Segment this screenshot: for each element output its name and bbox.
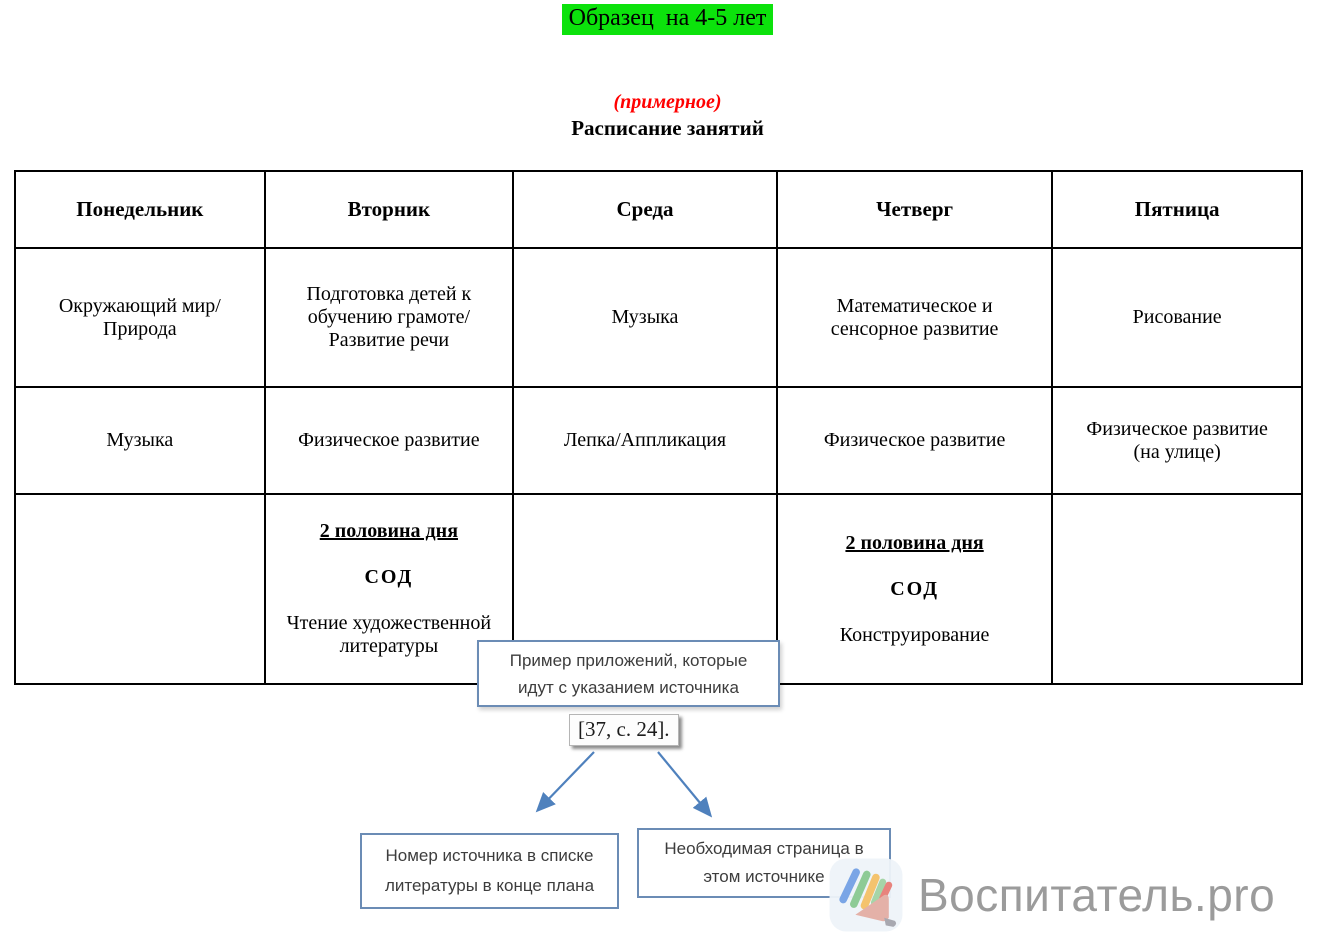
cell-thursday-lesson2: Физическое развитие xyxy=(775,386,1054,495)
cell-thursday-lesson1: Математическое и сенсорное развитие xyxy=(775,247,1054,388)
afternoon-sod-label: СОД xyxy=(890,577,939,600)
brand-name: Воспитатель.pro xyxy=(918,869,1276,921)
cell-tuesday-lesson2: Физическое развитие xyxy=(263,386,515,495)
afternoon-sod-label: СОД xyxy=(364,566,414,588)
afternoon-heading: 2 половина дня xyxy=(319,520,459,542)
table-row: Окружающий мир/ Природа Подготовка детей… xyxy=(14,247,1303,388)
column-header-monday: Понедельник xyxy=(14,170,266,249)
schedule-table: Понедельник Вторник Среда Четверг Пятниц… xyxy=(14,170,1303,685)
diagram-left-box: Номер источника в списке литературы в ко… xyxy=(360,833,619,909)
column-header-tuesday: Вторник xyxy=(263,170,515,249)
afternoon-activity: Конструирование xyxy=(839,623,990,646)
diagram-top-box: Пример приложений, которые идут с указан… xyxy=(477,640,780,707)
highlighted-title: Образец на 4-5 лет xyxy=(561,4,774,35)
title-row: Образец на 4-5 лет xyxy=(0,0,1335,35)
column-header-wednesday: Среда xyxy=(512,170,778,249)
afternoon-heading: 2 половина дня xyxy=(845,531,984,554)
subtitle-approximate: (примерное) xyxy=(613,90,722,113)
cell-monday-afternoon xyxy=(14,493,266,685)
brand-watermark: Воспитатель.pro xyxy=(828,857,1275,933)
arrow-to-left-box xyxy=(535,751,595,813)
page-title: Расписание занятий xyxy=(571,115,764,140)
column-header-friday: Пятница xyxy=(1051,170,1303,249)
column-header-thursday: Четверг xyxy=(775,170,1054,249)
brand-pencil-icon xyxy=(829,858,903,932)
cell-tuesday-lesson1: Подготовка детей к обучению грамоте/ Раз… xyxy=(263,247,515,388)
afternoon-activity: Чтение художественной литературы xyxy=(286,612,492,657)
cell-friday-afternoon xyxy=(1051,493,1303,685)
arrow-to-right-box xyxy=(657,751,713,818)
cell-wednesday-lesson2: Лепка/Аппликация xyxy=(512,386,778,495)
cell-wednesday-lesson1: Музыка xyxy=(512,247,778,388)
table-row: Музыка Физическое развитие Лепка/Апплика… xyxy=(14,386,1303,495)
cell-friday-lesson2: Физическое развитие (на улице) xyxy=(1051,386,1303,495)
cell-tuesday-afternoon: 2 половина дня СОД Чтение художественной… xyxy=(263,493,515,685)
table-header-row: Понедельник Вторник Среда Четверг Пятниц… xyxy=(14,170,1303,249)
cell-thursday-afternoon: 2 половина дня СОД Конструирование xyxy=(775,493,1054,685)
cell-monday-lesson2: Музыка xyxy=(14,386,266,495)
cell-monday-lesson1: Окружающий мир/ Природа xyxy=(14,247,266,388)
cell-friday-lesson1: Рисование xyxy=(1051,247,1303,388)
citation-example: [37, с. 24]. xyxy=(569,714,679,746)
